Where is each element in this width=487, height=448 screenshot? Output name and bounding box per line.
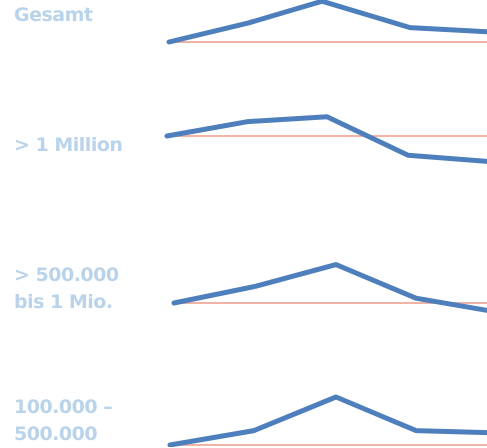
series-line-panel-0 — [169, 1, 487, 42]
series-line-panel-1 — [167, 117, 487, 163]
series-line-panel-3 — [170, 397, 487, 445]
series-line-panel-2 — [174, 265, 487, 313]
